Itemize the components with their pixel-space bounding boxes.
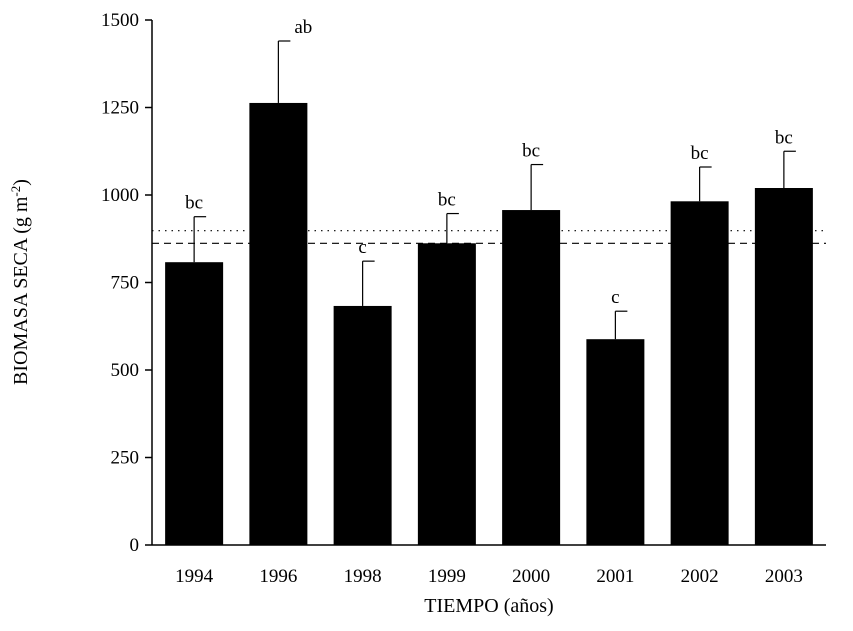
x-axis-label: TIEMPO (años) xyxy=(424,595,553,617)
y-axis-ticks: 0 250 500 750 1000 1250 1500 xyxy=(101,10,152,556)
bar-2002 xyxy=(670,201,729,546)
y-tick-label: 1000 xyxy=(101,185,139,206)
bar-1999 xyxy=(417,243,476,546)
x-tick-label-2000: 2000 xyxy=(512,566,550,587)
x-tick-label-2002: 2002 xyxy=(681,566,719,587)
y-axis-label: BIOMASA SECA (g m-2) xyxy=(8,179,33,385)
x-tick-label-1998: 1998 xyxy=(344,566,382,587)
y-tick-label: 250 xyxy=(111,448,140,469)
annotation-1996: ab xyxy=(294,17,312,38)
bar-2003 xyxy=(754,188,813,545)
y-axis-label-exponent: -2 xyxy=(8,186,23,197)
y-tick-label: 0 xyxy=(130,535,140,556)
y-axis-label-end: ) xyxy=(10,179,32,186)
annotation-1999: bc xyxy=(438,190,456,211)
bar-2000 xyxy=(502,210,561,546)
y-axis-label-main: BIOMASA SECA (g m xyxy=(10,196,32,385)
x-axis-ticks: 1994 1996 1998 1999 2000 2001 2002 2003 xyxy=(175,566,803,587)
y-tick-label: 1500 xyxy=(101,10,139,31)
bar-1994 xyxy=(165,262,224,545)
x-tick-label-2003: 2003 xyxy=(765,566,803,587)
y-tick-label: 750 xyxy=(111,273,140,294)
bar-1998 xyxy=(333,305,392,545)
annotation-2001: c xyxy=(611,287,619,308)
y-tick-label: 500 xyxy=(111,360,140,381)
error-bars xyxy=(193,40,796,340)
annotation-2002: bc xyxy=(691,143,709,164)
annotation-2003: bc xyxy=(775,127,793,148)
annotation-1998: c xyxy=(358,237,366,258)
x-tick-label-2001: 2001 xyxy=(596,566,634,587)
x-tick-label-1999: 1999 xyxy=(428,566,466,587)
x-tick-label-1994: 1994 xyxy=(175,566,214,587)
annotation-1994: bc xyxy=(185,193,203,214)
bar-1996 xyxy=(249,102,308,545)
annotation-2000: bc xyxy=(522,141,540,162)
x-tick-label-1996: 1996 xyxy=(259,566,297,587)
bar-2001 xyxy=(586,339,645,545)
bars xyxy=(165,102,813,546)
significance-labels: bc ab c bc bc c bc bc xyxy=(185,17,793,308)
y-tick-label: 1250 xyxy=(101,98,139,119)
